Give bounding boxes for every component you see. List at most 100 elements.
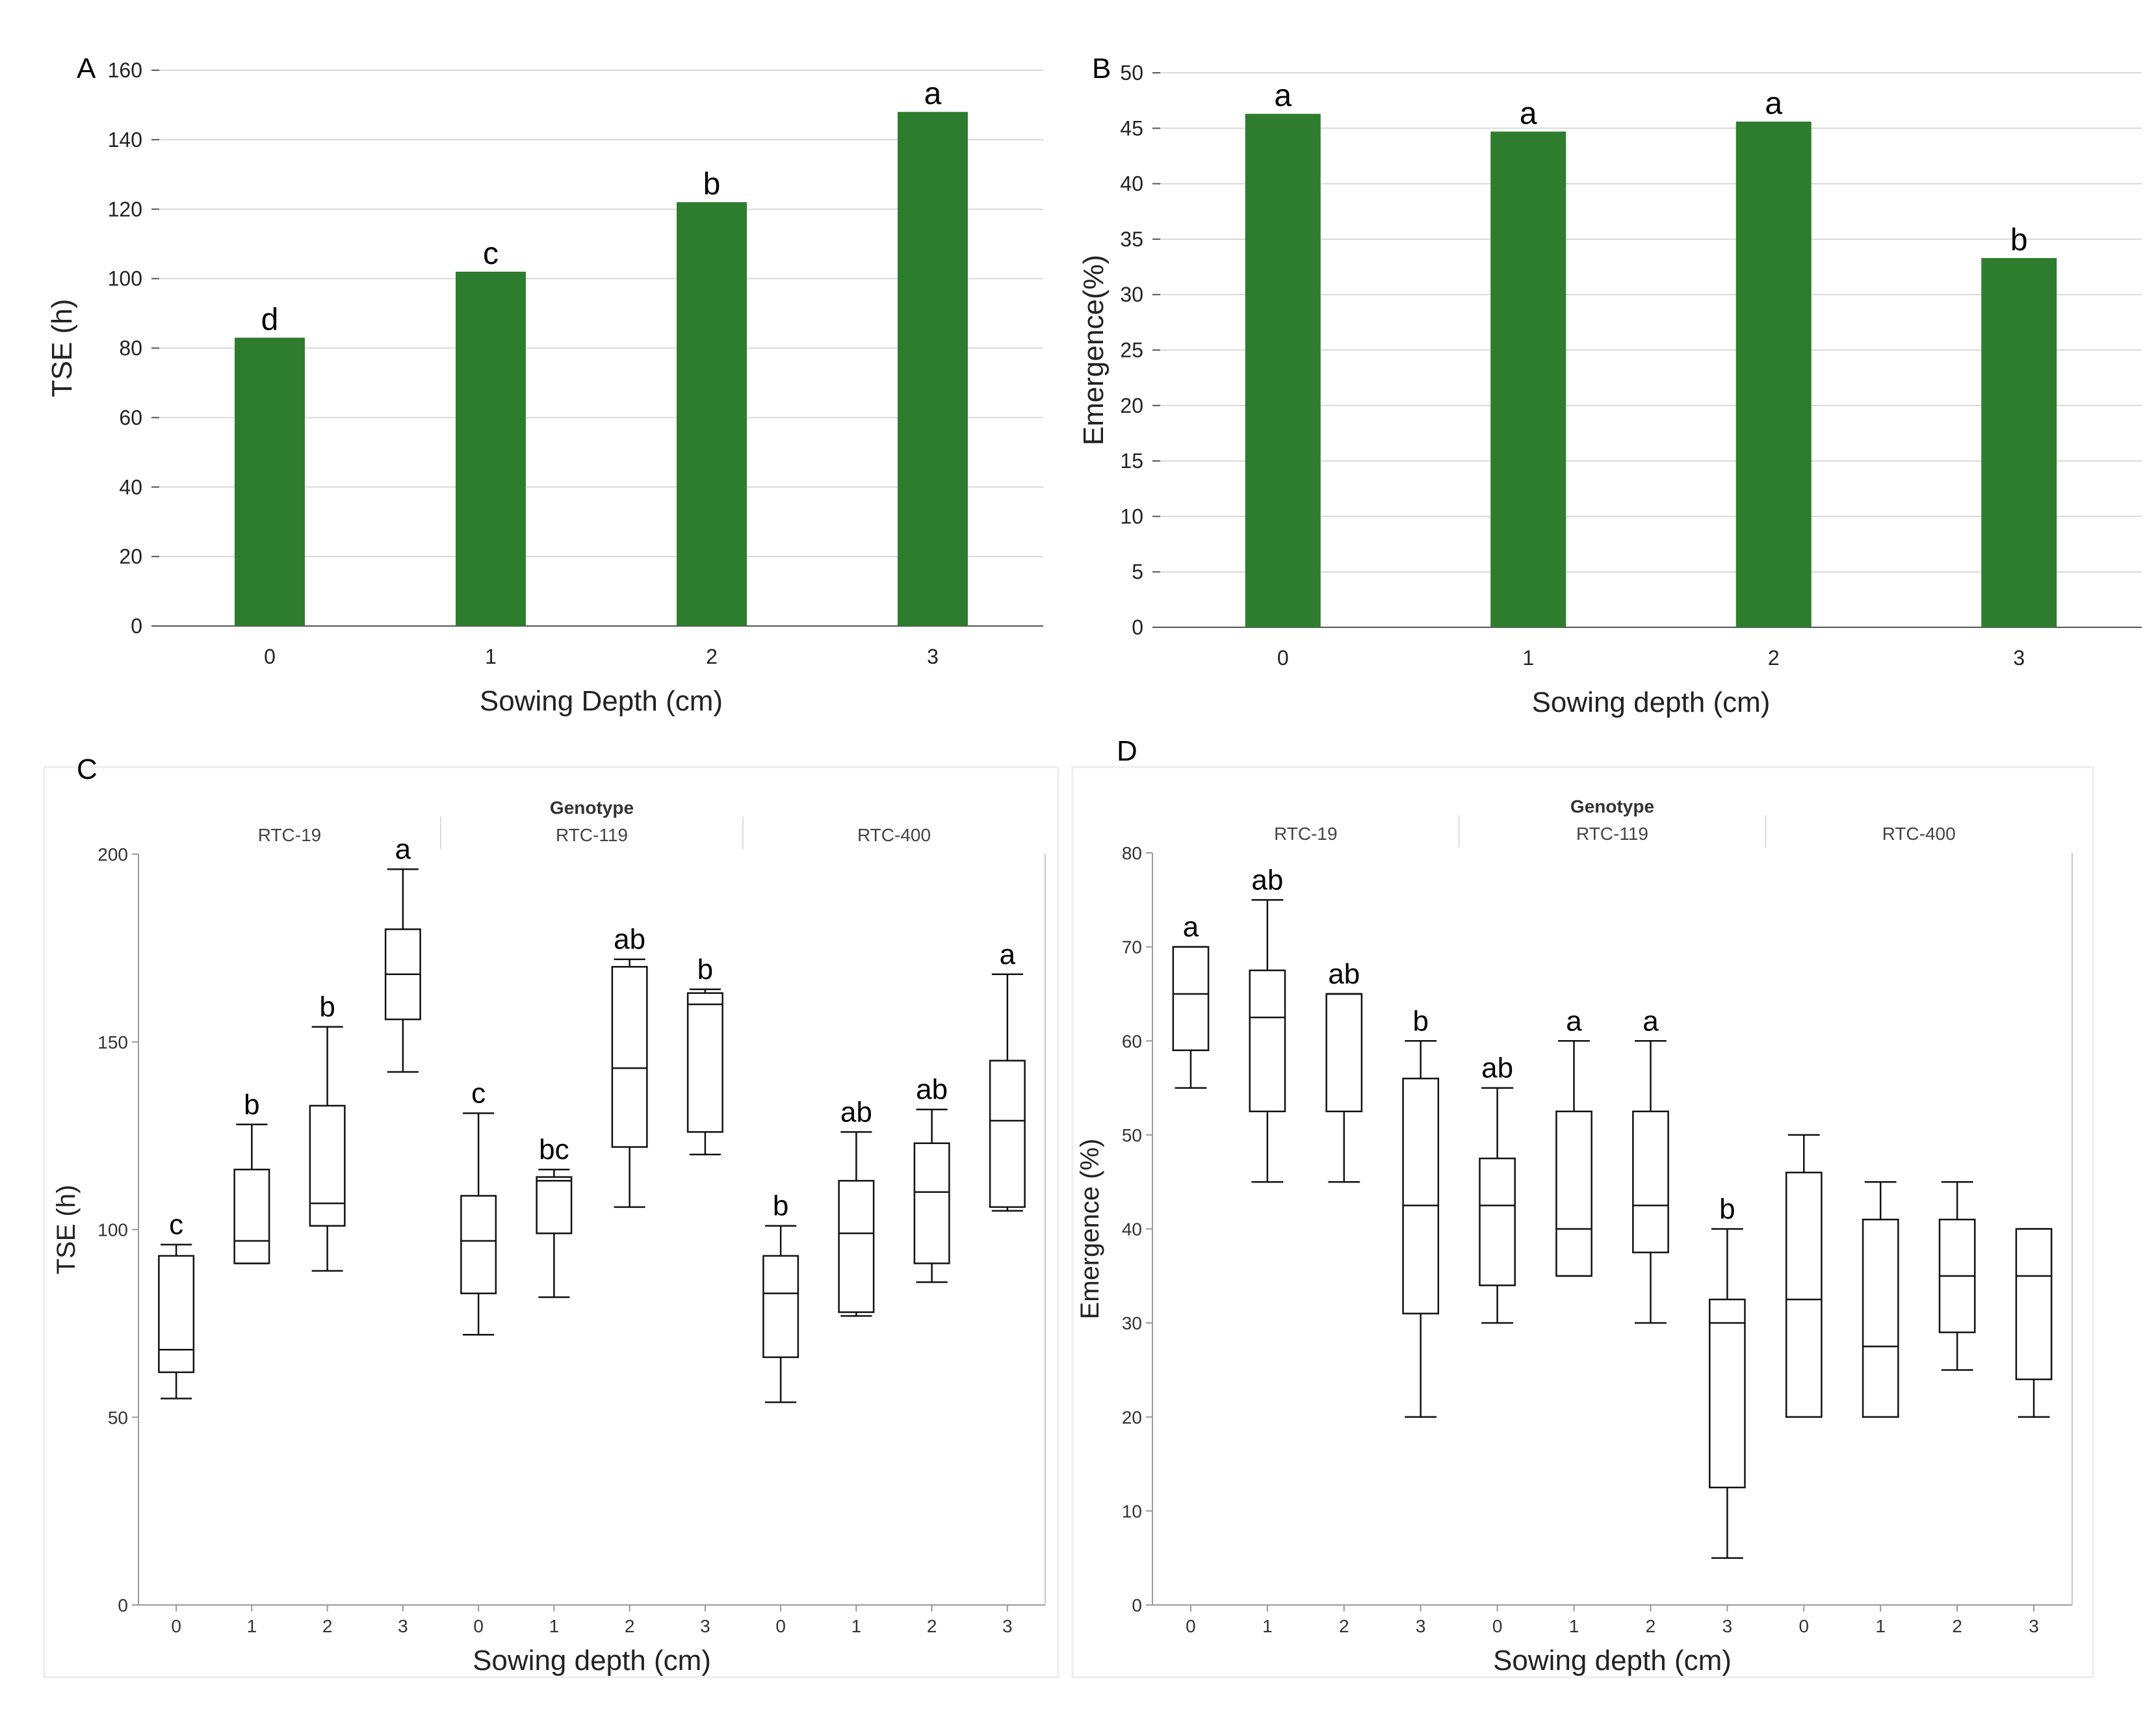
panel-a: A 0 20 40 60 80 100 120 140 160 d 0 c 1 b 2 a 3 Sowing Dep… (46, 53, 1043, 717)
box-iqr (1709, 1298, 1746, 1489)
y-tick-label: 120 (108, 198, 142, 221)
x-tick-label: 3 (1002, 1616, 1013, 1636)
y-tick-label: 45 (1120, 116, 1143, 140)
facet-group-label: RTC-400 (857, 825, 931, 845)
significance-letter: b (703, 167, 721, 202)
y-tick-label: 30 (1122, 1313, 1142, 1333)
x-tick-label: 3 (2013, 646, 2025, 670)
y-tick-label: 40 (1122, 1220, 1142, 1240)
x-tick-label: 1 (1262, 1616, 1273, 1636)
box-iqr (913, 1142, 950, 1264)
significance-letter: b (1719, 1194, 1735, 1225)
x-tick-label: 0 (775, 1616, 786, 1636)
x-tick-label: 1 (485, 645, 497, 668)
significance-letter: ab (614, 924, 645, 956)
y-tick-label: 200 (97, 844, 128, 865)
box-iqr (1325, 993, 1363, 1112)
y-tick-label: 80 (119, 337, 142, 360)
bar (235, 337, 305, 626)
significance-letter: a (1183, 911, 1199, 943)
x-tick-label: 3 (927, 645, 939, 668)
y-tick-label: 20 (119, 545, 142, 568)
significance-letter: a (1274, 79, 1292, 113)
y-tick-label: 100 (97, 1220, 128, 1240)
y-tick-label: 80 (1122, 843, 1142, 863)
facet-group-label: RTC-119 (556, 825, 628, 845)
box-iqr (1249, 969, 1286, 1112)
significance-letter: b (697, 954, 713, 985)
box-iqr (1785, 1171, 1823, 1418)
significance-letter: b (1412, 1005, 1428, 1037)
y-tick-label: 10 (1122, 1501, 1142, 1521)
box-iqr (1555, 1110, 1592, 1277)
panel-c-frame (43, 766, 1059, 1678)
y-axis-title: Emergence (%) (1076, 1139, 1104, 1320)
x-tick-label: 0 (473, 1616, 484, 1636)
box-iqr (536, 1176, 573, 1234)
panel-letter: B (1092, 53, 1111, 85)
significance-letter: a (1520, 96, 1537, 131)
panel-d-frame (1071, 766, 2094, 1678)
box-iqr (838, 1180, 875, 1313)
x-axis-title: Sowing depth (cm) (1493, 1645, 1732, 1676)
x-tick-label: 0 (264, 645, 276, 668)
y-tick-label: 150 (97, 1032, 128, 1052)
y-axis-title: TSE (h) (46, 299, 78, 398)
x-tick-label: 0 (171, 1616, 181, 1636)
significance-letter: b (2010, 223, 2028, 257)
y-tick-label: 0 (131, 614, 142, 638)
x-axis-title: Sowing Depth (cm) (480, 685, 723, 717)
significance-letter: b (773, 1190, 788, 1222)
x-tick-label: 3 (1416, 1616, 1426, 1636)
y-tick-label: 50 (108, 1407, 128, 1428)
y-tick-label: 60 (1122, 1031, 1142, 1051)
box-iqr (1172, 946, 1210, 1051)
y-axis-title: Emergence(%) (1078, 255, 1110, 445)
panel-letter: C (77, 753, 97, 785)
bar (456, 271, 526, 626)
x-tick-label: 1 (1875, 1616, 1886, 1636)
x-tick-label: 0 (1277, 646, 1289, 670)
x-axis-title: Sowing depth (cm) (1532, 686, 1771, 718)
significance-letter: c (471, 1077, 486, 1109)
box-iqr (309, 1104, 346, 1227)
x-tick-label: 3 (700, 1616, 710, 1636)
panel-b: B 0 5 10 15 20 25 30 35 40 45 50 a 0 a 1 a 2 b 3 Sowing dept… (1078, 53, 2142, 718)
y-axis-title: TSE (h) (52, 1185, 81, 1275)
x-tick-label: 0 (1492, 1616, 1503, 1636)
x-tick-label: 0 (1799, 1616, 1810, 1636)
x-tick-label: 3 (2029, 1616, 2039, 1636)
bar (1735, 122, 1812, 628)
significance-letter: b (319, 991, 335, 1023)
box-iqr (2015, 1228, 2053, 1381)
y-tick-label: 5 (1132, 560, 1143, 584)
y-tick-label: 20 (1120, 394, 1143, 417)
x-tick-label: 0 (1186, 1616, 1196, 1636)
y-tick-label: 50 (1122, 1125, 1142, 1145)
bar (1981, 257, 2057, 628)
significance-letter: b (244, 1089, 259, 1121)
x-tick-label: 1 (851, 1616, 862, 1636)
y-tick-label: 0 (118, 1595, 128, 1615)
panel-letter: D (1117, 735, 1137, 767)
x-axis-title: Sowing depth (cm) (473, 1645, 711, 1676)
facet-title: Genotype (1570, 796, 1654, 816)
box-iqr (233, 1168, 270, 1264)
significance-letter: ab (916, 1074, 948, 1106)
box-iqr (762, 1255, 799, 1359)
x-tick-label: 2 (1952, 1616, 1962, 1636)
x-tick-label: 2 (1339, 1616, 1349, 1636)
y-tick-label: 0 (1132, 616, 1143, 639)
y-tick-label: 15 (1120, 449, 1143, 473)
facet-group-label: RTC-119 (1576, 824, 1648, 844)
x-tick-label: 1 (247, 1616, 257, 1636)
facet-group-label: RTC-400 (1882, 824, 1956, 844)
significance-letter: a (1643, 1005, 1659, 1037)
box-iqr (1402, 1077, 1440, 1314)
x-tick-label: 1 (1569, 1616, 1579, 1636)
box-iqr (460, 1195, 497, 1294)
x-tick-label: 2 (1646, 1616, 1656, 1636)
x-tick-label: 1 (1522, 646, 1534, 670)
